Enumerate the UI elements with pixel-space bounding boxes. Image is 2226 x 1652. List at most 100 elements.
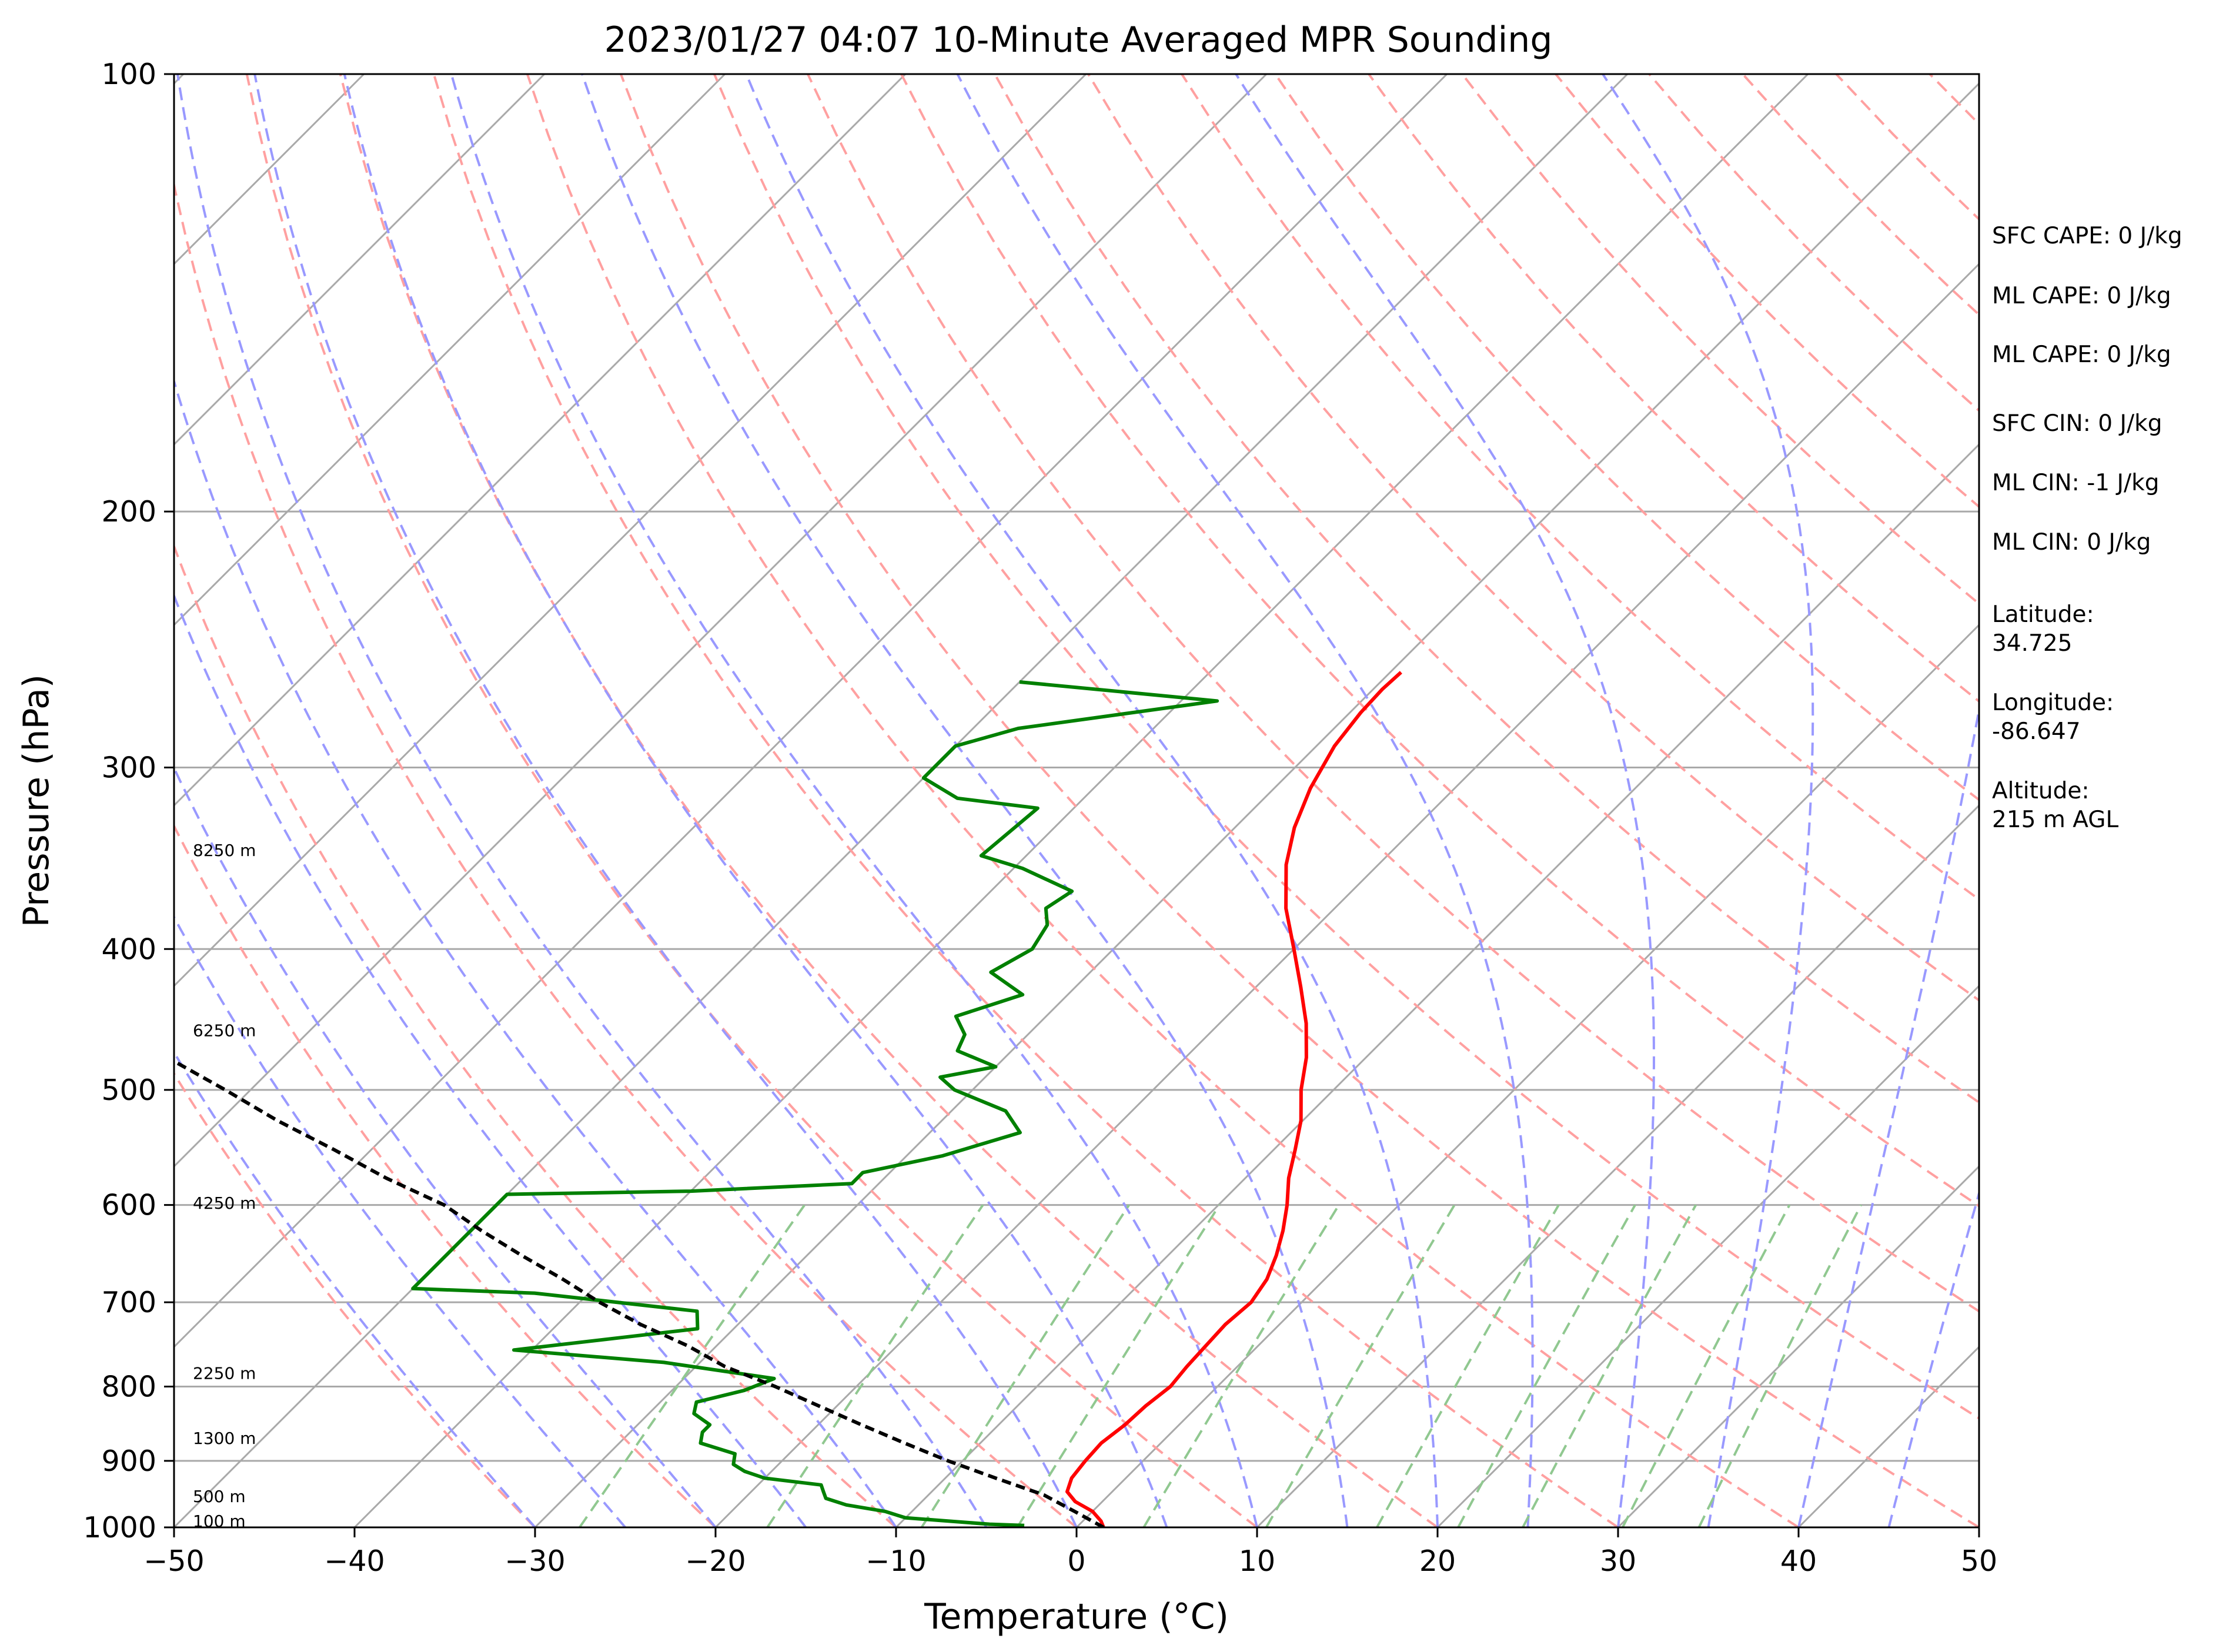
mixing-ratio-line — [1376, 1204, 1560, 1527]
height-label: 4250 m — [193, 1193, 256, 1213]
dry-adiabat-line — [174, 1071, 536, 1527]
dry-adiabat-line — [620, 74, 1979, 1527]
x-tick-label: 30 — [1600, 1544, 1636, 1578]
x-tick-label: −20 — [685, 1544, 746, 1578]
ml-cape-text-2: ML CAPE: 0 J/kg — [1992, 342, 2171, 368]
plot-frame — [173, 73, 1980, 1529]
moist-adiabat-line — [956, 74, 1534, 1527]
isotherm-line — [1436, 984, 1979, 1527]
latitude-value: 34.725 — [1992, 630, 2072, 657]
mixing-ratio-line — [1457, 1204, 1636, 1527]
moist-adiabat-line — [174, 1050, 536, 1527]
sfc-cin-text: SFC CIN: 0 J/kg — [1992, 410, 2162, 437]
moist-adiabat-line — [174, 765, 717, 1527]
altitude-value: 215 m AGL — [1992, 807, 2118, 833]
height-label: 6250 m — [193, 1021, 256, 1041]
height-label: 1300 m — [193, 1429, 256, 1448]
longitude-value: -86.647 — [1992, 718, 2081, 745]
mixing-ratio-line — [920, 1204, 1130, 1527]
isotherm-line — [714, 262, 1979, 1527]
x-tick-label: 0 — [1067, 1544, 1085, 1578]
dewpoint-profile-line — [411, 680, 1219, 1527]
moist-adiabat-line — [176, 74, 988, 1527]
moist-adiabat-line — [253, 74, 1078, 1527]
isotherm-line — [174, 74, 1087, 988]
latitude-label: Latitude: — [1992, 601, 2094, 628]
y-tick-label: 100 — [101, 58, 156, 91]
x-tick-label: −50 — [143, 1544, 204, 1578]
mixing-ratio-line — [1265, 1204, 1456, 1527]
isotherm-line — [174, 74, 546, 446]
isotherm-line — [353, 74, 1809, 1527]
y-tick-label: 900 — [101, 1444, 156, 1478]
mixing-ratio-line — [579, 1204, 806, 1527]
isotherm-line — [174, 74, 1629, 1527]
dry-adiabat-line — [174, 823, 717, 1527]
dry-adiabat-line — [994, 74, 1979, 1104]
ml-cin-text-1: ML CIN: -1 J/kg — [1992, 470, 2159, 496]
isotherm-line — [534, 82, 1979, 1527]
x-axis: −50 −40 −30 −20 −10 0 10 20 30 40 50 — [143, 1527, 1997, 1578]
dry-adiabat-line — [339, 74, 1439, 1527]
y-tick-label: 200 — [101, 495, 156, 529]
isotherm-line — [174, 74, 1268, 1168]
longitude-label: Longitude: — [1992, 690, 2114, 716]
isotherm-line — [174, 74, 726, 627]
moist-adiabat-line — [174, 377, 897, 1527]
height-label: 2250 m — [193, 1363, 256, 1383]
dry-adiabat-line — [807, 74, 1979, 1313]
dry-adiabat-line — [432, 74, 1619, 1527]
y-axis: 100 200 300 400 500 600 700 800 900 1000 — [83, 58, 174, 1544]
isotherm-line — [1617, 1165, 1979, 1527]
dry-adiabat-line — [713, 74, 1979, 1420]
isotherm-line — [174, 74, 1448, 1349]
moist-adiabat-line — [450, 74, 1258, 1527]
dry-adiabat-line — [174, 543, 897, 1527]
profile-lines — [174, 671, 1402, 1527]
altitude-label: Altitude: — [1992, 778, 2090, 804]
moist-adiabat-line — [174, 915, 627, 1527]
background-lines — [174, 74, 1979, 1527]
x-tick-label: −40 — [324, 1544, 385, 1578]
x-tick-label: −30 — [504, 1544, 565, 1578]
dry-adiabat-line — [1368, 74, 1979, 703]
dry-adiabat-line — [526, 74, 1800, 1527]
moist-adiabat-line — [343, 74, 1168, 1527]
height-label: 8250 m — [193, 841, 256, 860]
y-tick-label: 1000 — [83, 1511, 156, 1544]
ml-cin-text-2: ML CIN: 0 J/kg — [1992, 529, 2151, 556]
moist-adiabat-line — [174, 593, 807, 1527]
moist-adiabat-line — [745, 74, 1439, 1527]
dry-adiabat-line — [1181, 74, 1979, 901]
chart-title: 2023/01/27 04:07 10-Minute Averaged MPR … — [604, 19, 1553, 61]
ml-cape-text-1: ML CAPE: 0 J/kg — [1992, 283, 2171, 309]
moist-adiabat-line — [1797, 703, 1979, 1527]
dry-adiabat-line — [174, 179, 1078, 1527]
x-tick-label: −10 — [865, 1544, 926, 1578]
mixing-ratio-line — [1522, 1204, 1697, 1527]
y-tick-label: 400 — [101, 932, 156, 966]
dry-adiabat-line — [900, 74, 1979, 1208]
isotherm-line — [1075, 623, 1979, 1527]
x-tick-label: 50 — [1961, 1544, 1997, 1578]
moist-adiabat-line — [581, 74, 1349, 1527]
moist-adiabat-line — [1887, 1189, 1979, 1527]
moist-adiabat-line — [1235, 74, 1655, 1527]
sfc-cape-text: SFC CAPE: 0 J/kg — [1992, 223, 2182, 249]
moist-adiabat-line — [1602, 74, 1814, 1527]
mixing-ratio-line — [1622, 1204, 1791, 1527]
y-axis-title: Pressure (hPa) — [16, 674, 57, 927]
y-tick-label: 300 — [101, 751, 156, 784]
stats-panel: SFC CAPE: 0 J/kg ML CAPE: 0 J/kg ML CAPE… — [1992, 223, 2182, 833]
mixing-ratio-line — [1697, 1204, 1863, 1527]
y-tick-label: 700 — [101, 1286, 156, 1319]
y-tick-label: 500 — [101, 1074, 156, 1107]
mixing-ratio-line — [1016, 1204, 1221, 1527]
isotherm-line — [1256, 804, 1979, 1527]
isotherm-line — [895, 443, 1979, 1527]
y-tick-label: 600 — [101, 1189, 156, 1222]
x-axis-title: Temperature (°C) — [924, 1596, 1229, 1637]
isotherm-line — [174, 74, 907, 807]
